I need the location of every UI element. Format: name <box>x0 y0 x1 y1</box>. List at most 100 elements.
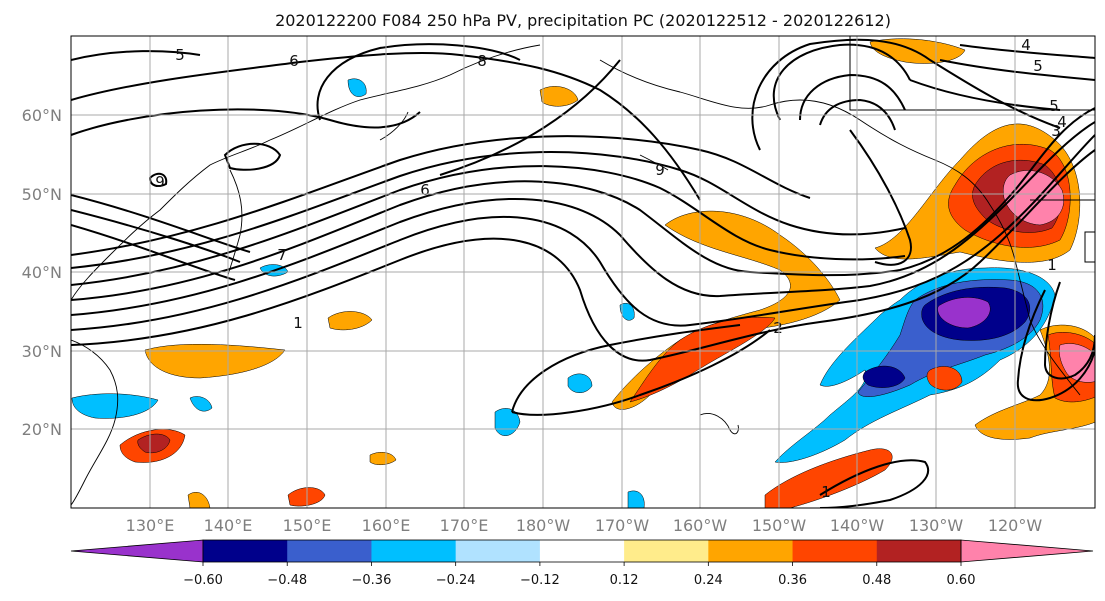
precip-area <box>187 492 211 508</box>
precip-area <box>539 86 579 107</box>
pv-contour-label: 8 <box>477 52 487 70</box>
colorbar-tick-label: −0.60 <box>183 573 223 588</box>
colorbar: −0.60 −0.48 −0.36 −0.24 −0.12 0.12 0.24 0.36 0.4… <box>70 539 1094 588</box>
longitude-tick-label: 180°W <box>516 516 571 535</box>
pv-contour-label: 6 <box>420 181 430 199</box>
precip-area <box>369 452 397 465</box>
longitude-tick-label: 160°E <box>362 516 411 535</box>
longitude-tick-label: 140°W <box>830 516 885 535</box>
pv-contour-label: 6 <box>289 52 299 70</box>
colorbar-tick-label: 0.12 <box>610 573 639 588</box>
precip-area <box>144 343 286 379</box>
precip-area <box>764 448 893 508</box>
coastline <box>379 111 409 141</box>
gridlines <box>71 36 1095 508</box>
pv-contour <box>1016 289 1095 402</box>
pv-contour <box>71 107 1095 301</box>
colorbar-segment <box>539 540 625 562</box>
coastline <box>71 44 541 301</box>
precip-area <box>627 490 645 508</box>
map-frame <box>70 35 1096 509</box>
pv-contour <box>71 51 701 201</box>
longitude-tick-label: 150°E <box>283 516 332 535</box>
pv-contour-label: 7 <box>277 246 287 264</box>
pv-contour <box>71 224 236 281</box>
pv-contour <box>71 194 251 253</box>
longitude-tick-label: 130°W <box>909 516 964 535</box>
coastline <box>227 169 243 276</box>
colorbar-tick-label: −0.12 <box>520 573 560 588</box>
colorbar-tick-label: 0.48 <box>862 573 891 588</box>
pv-contour <box>71 134 1095 331</box>
latitude-tick-label: 20°N <box>22 420 62 439</box>
colorbar-tick-label: 0.24 <box>694 573 723 588</box>
pv-contour-label: 5 <box>1033 57 1043 75</box>
pv-contour-label: 4 <box>1057 113 1067 131</box>
pv-contour-label: 1 <box>293 314 303 332</box>
pv-contour <box>223 142 282 171</box>
pv-contour <box>71 135 811 256</box>
colorbar-extend-low <box>70 539 204 563</box>
longitude-tick-label: 160°W <box>673 516 728 535</box>
precip-area <box>567 373 593 393</box>
latitude-labels: 60°N 50°N 40°N 30°N 20°N <box>22 106 62 439</box>
pv-contour-label: 1 <box>821 483 831 501</box>
pv-contour <box>849 129 912 266</box>
latitude-tick-label: 60°N <box>22 106 62 125</box>
pv-contour-label: 4 <box>1021 36 1031 54</box>
latitude-tick-label: 50°N <box>22 185 62 204</box>
longitude-tick-label: 120°W <box>988 516 1043 535</box>
pv-contour <box>959 44 1095 59</box>
longitude-tick-label: 170°E <box>440 516 489 535</box>
colorbar-segment <box>371 540 457 562</box>
precip-area <box>327 311 373 331</box>
pv-contour <box>909 79 1061 111</box>
pv-contour <box>71 151 906 269</box>
longitude-labels: 130°E 140°E 150°E 160°E 170°E 180°W 170°W 160°W… <box>126 516 1043 535</box>
colorbar-tick-label: −0.48 <box>267 573 307 588</box>
precip-area <box>869 38 966 64</box>
colorbar-tick-label: −0.36 <box>352 573 392 588</box>
pv-contour <box>511 324 741 413</box>
colorbar-segment <box>792 540 878 562</box>
pv-contour <box>772 43 911 121</box>
pv-contour <box>71 149 1095 362</box>
pv-contour <box>148 172 168 187</box>
pv-contour <box>71 108 421 136</box>
colorbar-tick-label: 0.60 <box>947 573 976 588</box>
coastline <box>699 413 739 435</box>
precip-area <box>1003 170 1064 226</box>
pv-contours <box>71 38 1095 508</box>
pv-contour <box>751 38 1061 151</box>
pv-contour-label: 9 <box>655 161 665 179</box>
latitude-tick-label: 30°N <box>22 342 62 361</box>
pv-contour-label: 3 <box>1051 122 1061 140</box>
longitude-tick-label: 130°E <box>126 516 175 535</box>
colorbar-segment <box>203 540 288 562</box>
colorbar-extend-high <box>960 539 1094 563</box>
pv-contour <box>819 459 930 508</box>
colorbar-tick-label: 0.36 <box>778 573 807 588</box>
precip-area <box>189 396 213 412</box>
colorbar-segment <box>455 540 541 562</box>
pv-contour-label: 1 <box>1047 256 1057 274</box>
colorbar-tick-label: −0.24 <box>436 573 476 588</box>
pv-contour-label: 5 <box>175 46 185 64</box>
pv-contour <box>819 98 896 131</box>
longitude-tick-label: 140°E <box>204 516 253 535</box>
colorbar-frame <box>202 539 962 563</box>
pv-contour-label: 5 <box>1049 97 1059 115</box>
coastline <box>71 339 119 506</box>
latitude-tick-label: 40°N <box>22 263 62 282</box>
pv-contour <box>71 50 201 61</box>
colorbar-segment <box>876 540 962 562</box>
pv-contour <box>71 165 906 286</box>
precip-area <box>347 78 367 97</box>
colorbar-segment <box>287 540 372 562</box>
inset-box <box>849 36 1095 111</box>
precip-area <box>137 433 171 454</box>
pv-contour-label: 2 <box>773 319 783 337</box>
longitude-tick-label: 170°W <box>595 516 650 535</box>
pv-contour <box>939 59 1095 81</box>
